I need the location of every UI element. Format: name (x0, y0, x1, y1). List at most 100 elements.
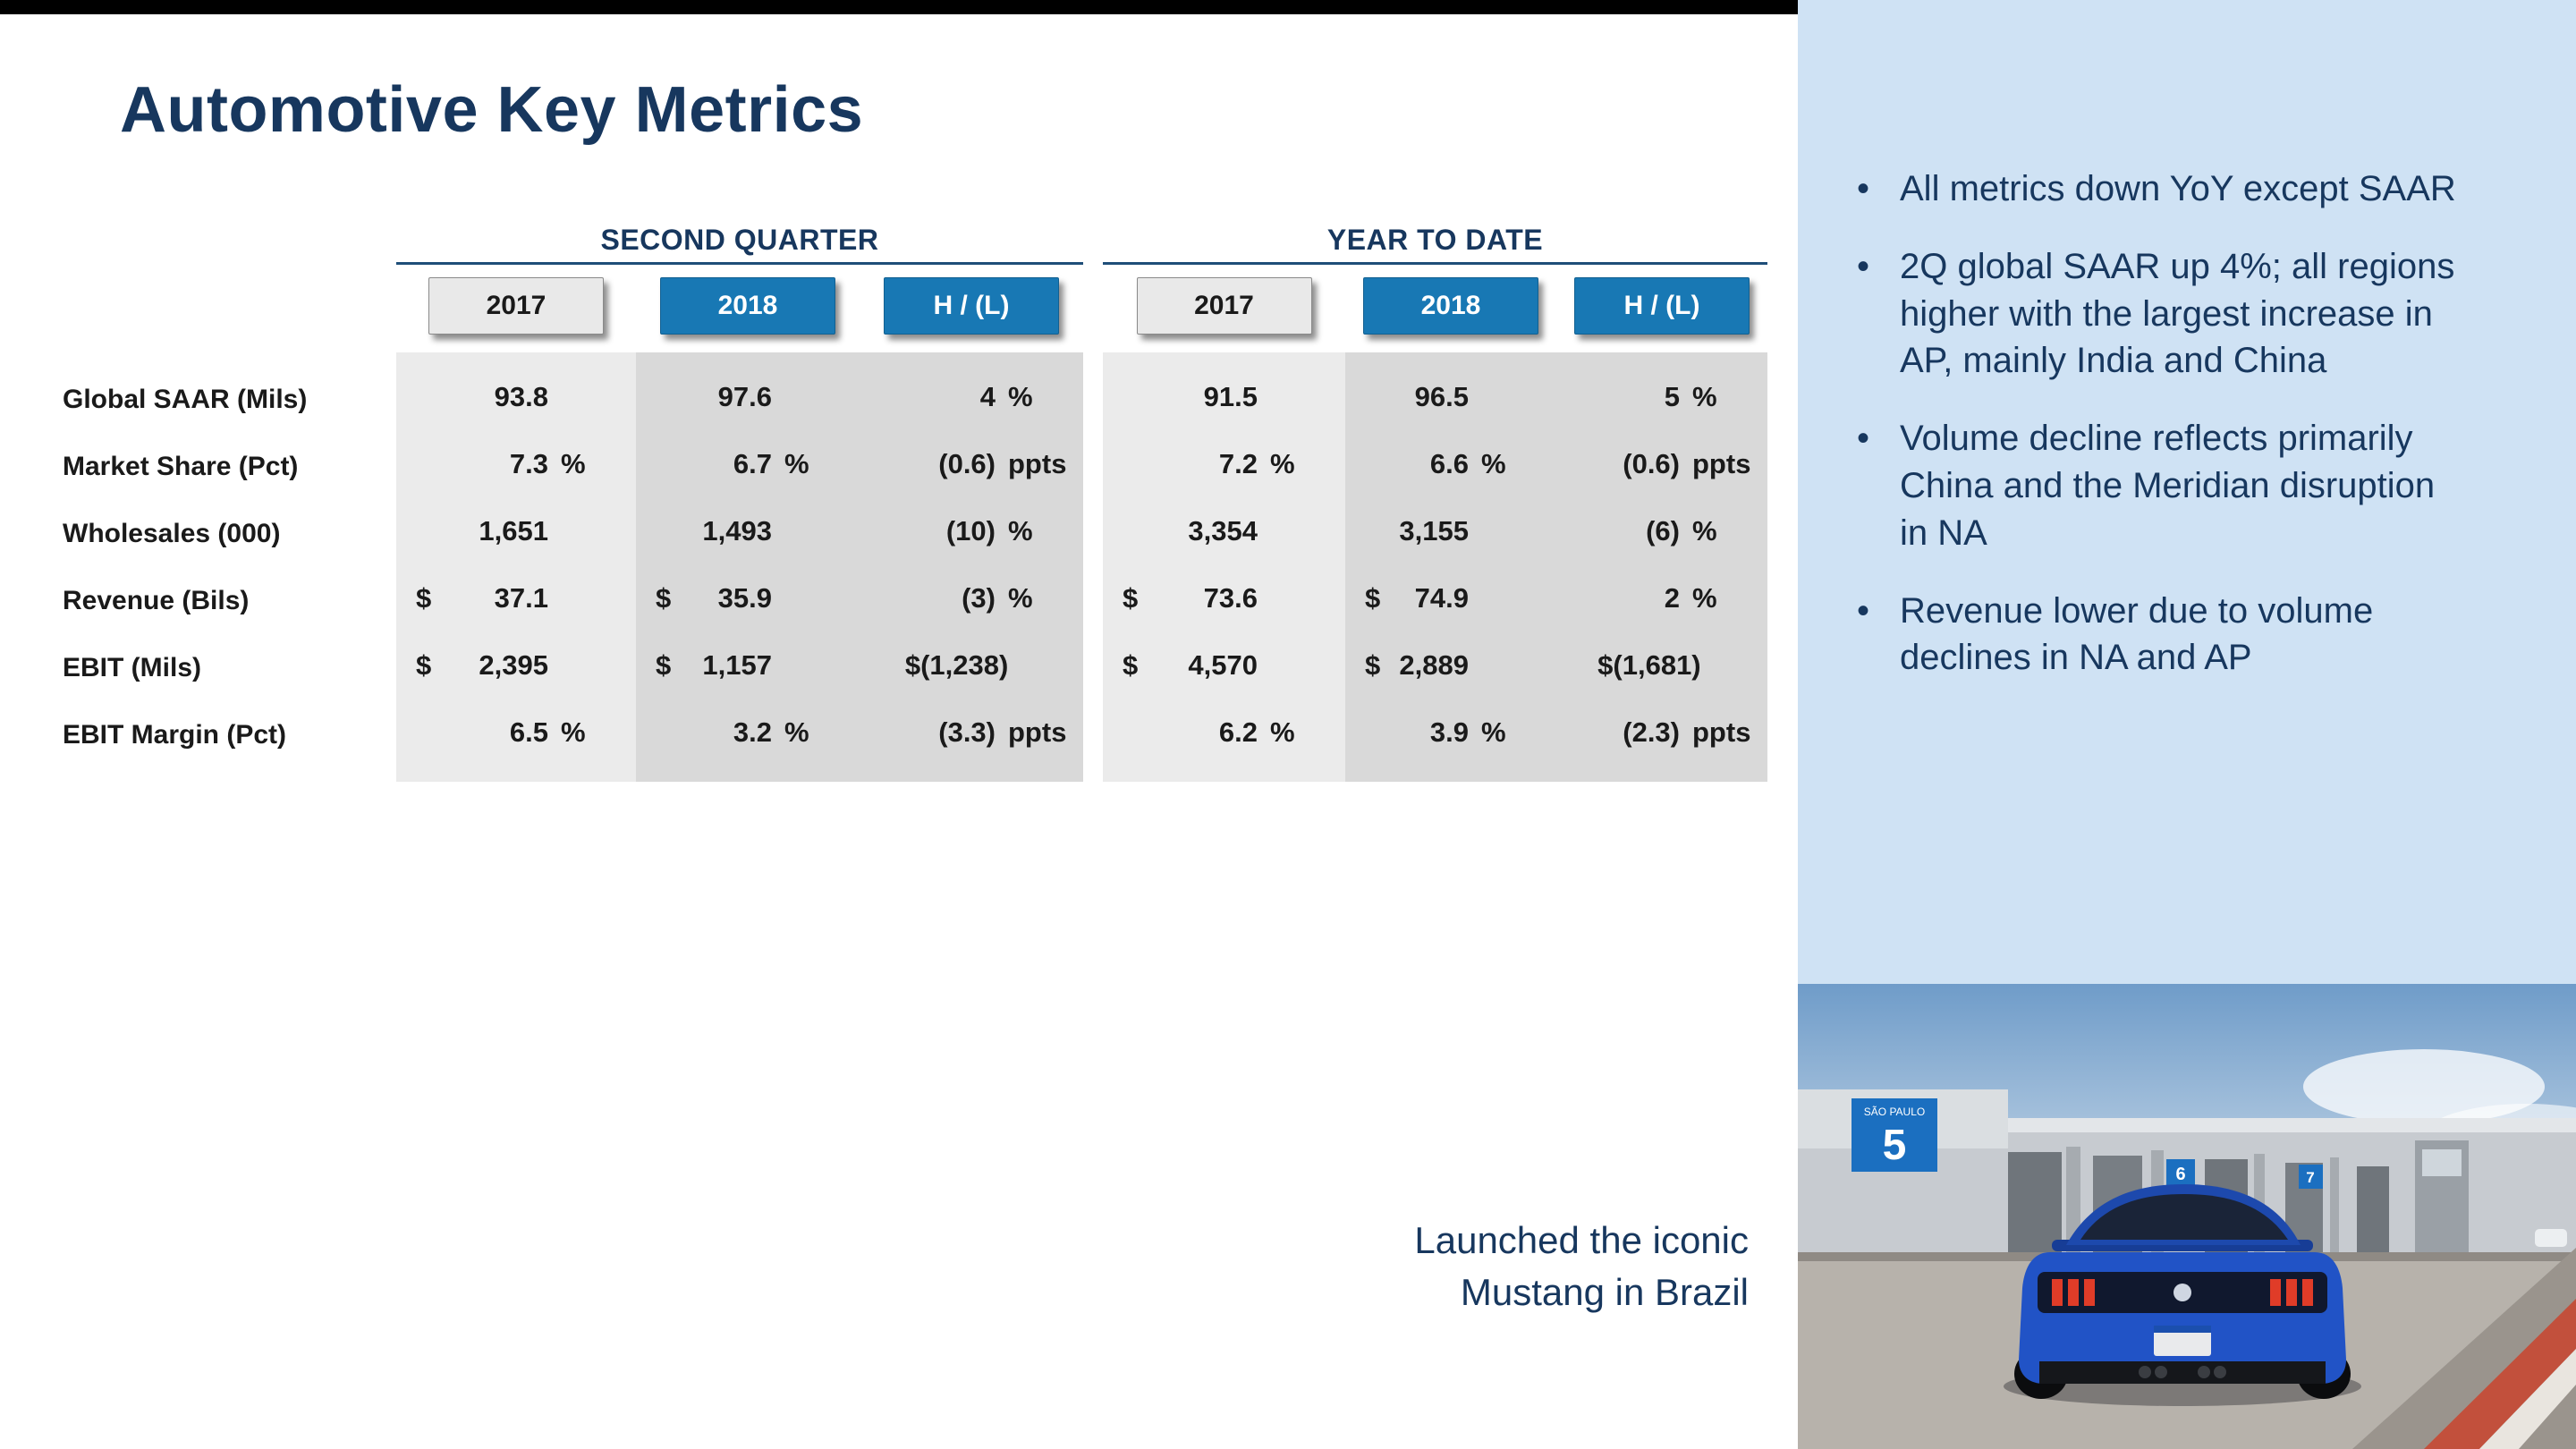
values-sq-hl: 4% (0.6) ppts (10)% (3)% $(1,238) (3.3) ppts (860, 352, 1083, 782)
cell-val: 6.5 (509, 716, 548, 748)
cell-val: (0.6) (938, 447, 996, 479)
bullet-marker: • (1857, 419, 1870, 459)
cell-unit: % (784, 716, 809, 748)
cell-unit: ppts (1692, 716, 1751, 748)
table-cell: 3.9% (1345, 699, 1556, 766)
cell-unit: ppts (1692, 447, 1751, 479)
table-cell: 2% (1556, 564, 1767, 631)
group-header-year-to-date: YEAR TO DATE (1103, 224, 1767, 265)
table-cell: $2,889 (1345, 631, 1556, 699)
distant-car (2535, 1229, 2567, 1247)
cell-val: 4 (979, 380, 996, 412)
cell-unit: % (1692, 380, 1717, 412)
row-label: EBIT Margin (Pct) (63, 719, 287, 750)
cell-val: 2,395 (479, 648, 548, 681)
column-sq-2017: 2017 93.8 7.3% 1,651 $37.1 $2,395 6.5% (396, 265, 636, 782)
photo-caption: Launched the iconic Mustang in Brazil (1414, 1215, 1749, 1318)
table-cell: $1,157 (636, 631, 860, 699)
bullet-text: Volume decline reflects primarily China … (1900, 419, 2436, 553)
cell-pre: $ (1365, 648, 1381, 681)
cell-val: 6.6 (1429, 447, 1469, 479)
column-header-ytd-2018: 2018 (1363, 277, 1538, 335)
table-cell: 3.2% (636, 699, 860, 766)
cell-val: 6.7 (733, 447, 772, 479)
cell-val: 6.2 (1218, 716, 1258, 748)
column-sq-hl: H / (L) 4% (0.6) ppts (10)% (3)% $(1,238) (3.3… (860, 265, 1083, 782)
group-second-quarter: SECOND QUARTER 2017 93.8 7.3% 1,651 $37.1 $2… (396, 224, 1083, 782)
values-ytd-2017: 91.5 7.2% 3,354 $73.6 $4,570 6.2% (1103, 352, 1345, 782)
cell-val: 3.2 (733, 716, 772, 748)
group-year-to-date: YEAR TO DATE 2017 91.5 7.2% 3,354 $73.6 $4,5… (1103, 224, 1767, 782)
table-cell: 91.5 (1103, 363, 1345, 430)
cell-val: 91.5 (1203, 380, 1258, 412)
table-cell: 1,493 (636, 497, 860, 564)
cell-val: 37.1 (494, 581, 548, 614)
table-cell: $35.9 (636, 564, 860, 631)
cell-val: (6) (1646, 514, 1680, 547)
bullet-item: • All metrics down YoY except SAAR (1857, 165, 2469, 213)
values-ytd-2018: 96.5 6.6% 3,155 $74.9 $2,889 3.9% (1345, 352, 1556, 782)
cell-val: $(1,681) (1597, 648, 1701, 681)
table-cell: (3.3) ppts (860, 699, 1083, 766)
track-curb (2352, 1248, 2576, 1449)
cell-unit: % (784, 447, 809, 479)
pit-sign-7: 7 (2299, 1165, 2323, 1189)
bullet-text: 2Q global SAAR up 4%; all regions higher… (1900, 246, 2455, 381)
cell-pre: $ (416, 581, 432, 614)
cell-pre: $ (1123, 581, 1139, 614)
table-cell: $73.6 (1103, 564, 1345, 631)
cloud (2303, 1049, 2545, 1124)
cell-pre: $ (1123, 648, 1139, 681)
values-ytd-hl: 5% (0.6) ppts (6)% 2% $(1,681) (2.3) ppts (1556, 352, 1767, 782)
column-header-ytd-2017: 2017 (1136, 277, 1312, 335)
bullet-list: • All metrics down YoY except SAAR • 2Q glo… (1857, 165, 2469, 682)
pit-sign-location-text: SÃO PAULO (1864, 1106, 1925, 1118)
cell-unit: % (1270, 716, 1295, 748)
cell-val: (3) (962, 581, 996, 614)
row-label: EBIT (Mils) (63, 652, 201, 682)
cell-val: 4,570 (1188, 648, 1258, 681)
row-label: Global SAAR (Mils) (63, 384, 308, 414)
cell-val: 2,889 (1399, 648, 1469, 681)
cell-val: (3.3) (938, 716, 996, 748)
column-ytd-hl: H / (L) 5% (0.6) ppts (6)% 2% $(1,681) (2.3) pp… (1556, 265, 1767, 782)
cell-val: 7.3 (509, 447, 548, 479)
cell-unit: % (561, 447, 586, 479)
table-cell: 7.3% (396, 430, 636, 497)
cell-val: 93.8 (494, 380, 548, 412)
cell-val: 73.6 (1203, 581, 1258, 614)
cell-pre: $ (656, 648, 672, 681)
table-cell: $74.9 (1345, 564, 1556, 631)
cell-val: (2.3) (1623, 716, 1680, 748)
row-label: Market Share (Pct) (63, 451, 299, 481)
table-cell: 7.2% (1103, 430, 1345, 497)
table-cell: 6.7% (636, 430, 860, 497)
commentary-panel: • All metrics down YoY except SAAR • 2Q glo… (1798, 0, 2576, 984)
pit-sign-number-text: 5 (1883, 1122, 1907, 1169)
top-black-bar (0, 0, 1798, 14)
table-cell: 5% (1556, 363, 1767, 430)
column-header-sq-2017: 2017 (428, 277, 604, 335)
cell-val: 1,157 (702, 648, 772, 681)
column-ytd-2018: 2018 96.5 6.6% 3,155 $74.9 $2,889 3.9% (1345, 265, 1556, 782)
cell-val: $(1,238) (904, 648, 1009, 681)
column-header-sq-hl: H / (L) (884, 277, 1059, 335)
cell-unit: ppts (1008, 716, 1067, 748)
cell-val: (10) (945, 514, 996, 547)
bullet-item: • 2Q global SAAR up 4%; all regions highe… (1857, 243, 2469, 385)
metrics-table: Global SAAR (Mils) Market Share (Pct) Whol… (63, 224, 1767, 782)
cell-unit: ppts (1008, 447, 1067, 479)
table-cell: $4,570 (1103, 631, 1345, 699)
table-cell: 3,155 (1345, 497, 1556, 564)
mustang-car (2004, 1184, 2361, 1406)
row-label: Wholesales (000) (63, 518, 281, 548)
cell-val: 74.9 (1414, 581, 1469, 614)
table-cell: 6.6% (1345, 430, 1556, 497)
cell-val: 96.5 (1414, 380, 1469, 412)
bullet-item: • Volume decline reflects primarily China… (1857, 415, 2469, 556)
svg-text:6: 6 (2175, 1165, 2185, 1184)
cell-pre: $ (1365, 581, 1381, 614)
table-cell: $2,395 (396, 631, 636, 699)
bullet-marker: • (1857, 169, 1870, 208)
